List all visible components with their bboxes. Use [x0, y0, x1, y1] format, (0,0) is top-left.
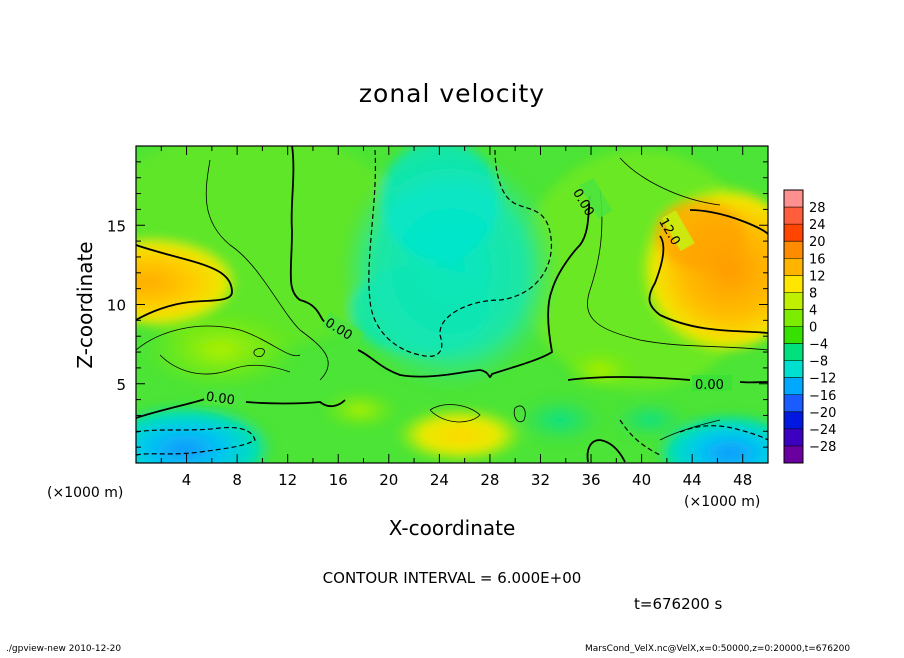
x-tick-label: 28: [480, 471, 499, 489]
x-tick-label: 36: [581, 471, 600, 489]
y-axis-unit: (×1000 m): [47, 485, 123, 501]
contour-neg-six: [368, 149, 553, 357]
colorbar-label: −24: [809, 423, 836, 438]
colorbar-label: −4: [809, 338, 828, 353]
colorbar-label: 20: [809, 235, 826, 250]
heatmap-field: [136, 146, 768, 463]
colorbar-swatch: [784, 224, 803, 242]
x-tick-label: 44: [683, 471, 702, 489]
contour-twelve-right: [648, 209, 768, 334]
contour-neg-six-bottom: [136, 419, 768, 456]
colorbar-swatch: [784, 394, 803, 413]
x-tick-label: 12: [278, 471, 297, 489]
contour-twelve-left: [136, 244, 233, 321]
x-axis-unit: (×1000 m): [684, 494, 760, 510]
y-tick-label: 10: [107, 297, 126, 315]
x-axis: 4 8 12 16 20 24 28 32 36 40 44 48: [160, 146, 752, 489]
x-tick-label: 40: [632, 471, 651, 489]
time-label: t=676200 s: [634, 595, 722, 613]
x-tick-label: 4: [182, 471, 192, 489]
footer-right: MarsCond_VelX.nc@VelX,x=0:50000,z=0:2000…: [585, 644, 850, 654]
x-tick-label: 20: [379, 471, 398, 489]
colorbar-label: −16: [809, 389, 836, 404]
colorbar-swatch: [784, 428, 803, 447]
colorbar-swatch: [784, 377, 803, 396]
colorbar-label: 8: [809, 286, 817, 301]
contour-zero-right: [567, 376, 768, 384]
contour-small-loop: [586, 439, 626, 463]
colorbar-label: 4: [809, 303, 817, 318]
x-tick-label: 32: [531, 471, 550, 489]
y-tick-label: 15: [107, 217, 126, 235]
colorbar-swatch: [784, 360, 803, 379]
x-tick-label: 8: [232, 471, 242, 489]
y-tick-label: 5: [116, 376, 126, 394]
colorbar-swatch: [784, 275, 803, 293]
x-axis-label: X-coordinate: [389, 516, 516, 540]
x-tick-label: 16: [329, 471, 348, 489]
chart-title: zonal velocity: [359, 79, 545, 108]
contour-interval-text: CONTOUR INTERVAL = 6.000E+00: [323, 569, 582, 587]
colorbar-label: 24: [809, 218, 826, 233]
colorbar-swatch: [784, 241, 803, 259]
contour-lines: [136, 146, 768, 463]
colorbar-swatch: [784, 343, 803, 362]
colorbar-swatch: [784, 411, 803, 430]
colorbar: 28 24 20 16 12 8 4 0 −4 −8 −12 −16 −20 −24 −28: [783, 189, 836, 464]
colorbar-label: 12: [809, 269, 826, 284]
footer-left: ./gpview-new 2010-12-20: [6, 644, 121, 654]
colorbar-label: −20: [809, 406, 836, 421]
x-tick-label: 48: [733, 471, 752, 489]
contour-label: 0.00: [695, 378, 724, 393]
colorbar-swatch: [784, 258, 803, 276]
colorbar-label: −8: [809, 355, 828, 370]
colorbar-swatch: [784, 207, 803, 225]
colorbar-label: −12: [809, 372, 836, 387]
colorbar-swatch: [784, 326, 803, 345]
contour-zero-left-lower: [136, 398, 346, 419]
colorbar-swatch: [784, 309, 803, 327]
colorbar-label: 16: [809, 252, 826, 267]
x-tick-label: 24: [430, 471, 449, 489]
contour-zero-center: [289, 146, 591, 378]
y-axis-label: Z-coordinate: [73, 241, 97, 368]
colorbar-swatch: [784, 190, 803, 208]
colorbar-label: −28: [809, 440, 836, 455]
colorbar-swatch: [784, 445, 803, 464]
colorbar-swatch: [784, 292, 803, 310]
colorbar-label: 0: [809, 321, 817, 336]
colorbar-label: 28: [809, 201, 826, 216]
contour-label: 0.00: [205, 390, 236, 409]
y-axis: 5 10 15: [107, 161, 768, 448]
